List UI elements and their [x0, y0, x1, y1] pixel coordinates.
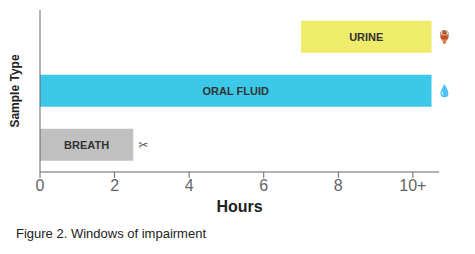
svg-text:🏺: 🏺 [437, 30, 452, 44]
svg-text:4: 4 [185, 177, 194, 194]
svg-text:ORAL FLUID: ORAL FLUID [203, 85, 269, 97]
svg-text:URINE: URINE [349, 31, 383, 43]
svg-text:8: 8 [334, 177, 343, 194]
svg-text:✂: ✂ [138, 138, 148, 152]
svg-text:💧: 💧 [437, 84, 452, 98]
html-text:Figure 2. Windows of impairmen: Figure 2. Windows of impairment [16, 226, 206, 241]
svg-text:10+: 10+ [399, 177, 426, 194]
svg-text:BREATH: BREATH [64, 139, 109, 151]
svg-text:Sample Type: Sample Type [8, 54, 22, 127]
svg-text:6: 6 [259, 177, 268, 194]
svg-text:2: 2 [110, 177, 119, 194]
svg-text:0: 0 [36, 177, 45, 194]
svg-text:Hours: Hours [216, 198, 262, 215]
